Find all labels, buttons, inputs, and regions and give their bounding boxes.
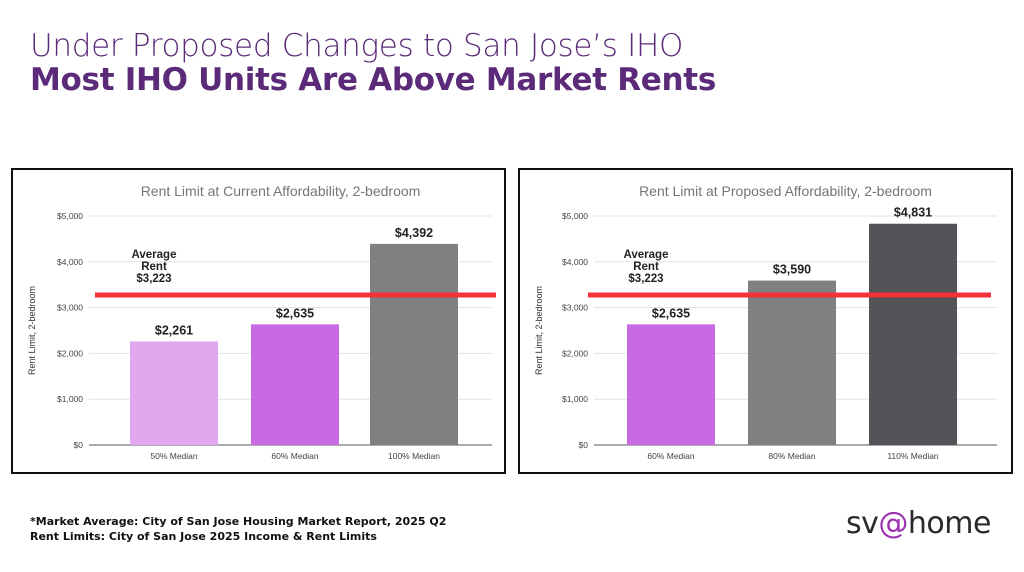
- svhome-logo: sv@home: [846, 506, 991, 541]
- chart-title: Rent Limit at Current Affordability, 2-b…: [141, 183, 421, 199]
- average-rent-label: Rent: [141, 261, 167, 273]
- average-rent-label: Rent: [633, 261, 659, 273]
- current-affordability-chart: Rent Limit at Current Affordability, 2-b…: [11, 168, 506, 474]
- bar: [370, 243, 458, 445]
- bar: [130, 341, 218, 445]
- x-tick-label: 60% Median: [271, 451, 319, 461]
- bar-value-label: $2,635: [652, 306, 690, 320]
- y-tick-label: $3,000: [57, 303, 83, 313]
- x-tick-label: 80% Median: [768, 451, 816, 461]
- chart-title: Rent Limit at Proposed Affordability, 2-…: [639, 183, 932, 199]
- y-axis-label: Rent Limit, 2-bedroom: [534, 286, 544, 375]
- bar: [251, 324, 339, 445]
- bar-value-label: $2,635: [276, 306, 314, 320]
- y-tick-label: $4,000: [57, 257, 83, 267]
- y-axis-label: Rent Limit, 2-bedroom: [27, 286, 37, 375]
- y-tick-label: $2,000: [57, 348, 83, 358]
- average-rent-label: $3,223: [136, 273, 171, 285]
- proposed-affordability-chart: Rent Limit at Proposed Affordability, 2-…: [518, 168, 1013, 474]
- y-tick-label: $4,000: [562, 257, 588, 267]
- x-tick-label: 50% Median: [150, 451, 198, 461]
- chart-svg: Rent Limit at Current Affordability, 2-b…: [27, 183, 496, 461]
- bar: [627, 324, 715, 445]
- average-rent-label: Average: [132, 249, 177, 261]
- y-tick-label: $1,000: [562, 394, 588, 404]
- bar-value-label: $4,392: [395, 226, 433, 240]
- bar-value-label: $2,261: [155, 323, 193, 337]
- bar-value-label: $3,590: [773, 263, 811, 277]
- y-tick-label: $0: [579, 440, 589, 450]
- y-tick-label: $1,000: [57, 394, 83, 404]
- footnote-market-average: *Market Average: City of San Jose Housin…: [30, 515, 447, 528]
- y-tick-label: $5,000: [562, 211, 588, 221]
- average-rent-label: $3,223: [628, 273, 663, 285]
- x-tick-label: 110% Median: [887, 451, 939, 461]
- x-tick-label: 60% Median: [647, 451, 695, 461]
- y-tick-label: $2,000: [562, 348, 588, 358]
- footnote-rent-limits: Rent Limits: City of San Jose 2025 Incom…: [30, 530, 377, 543]
- slide-title-line2: Most IHO Units Are Above Market Rents: [30, 62, 716, 98]
- y-tick-label: $5,000: [57, 211, 83, 221]
- average-rent-label: Average: [624, 249, 669, 261]
- y-tick-label: $0: [74, 440, 84, 450]
- y-tick-label: $3,000: [562, 303, 588, 313]
- bar: [748, 280, 836, 445]
- bar: [869, 223, 957, 445]
- chart-svg: Rent Limit at Proposed Affordability, 2-…: [534, 183, 997, 461]
- bar-value-label: $4,831: [894, 206, 932, 220]
- slide-title-line1: Under Proposed Changes to San Jose’s IHO: [30, 28, 684, 64]
- x-tick-label: 100% Median: [388, 451, 440, 461]
